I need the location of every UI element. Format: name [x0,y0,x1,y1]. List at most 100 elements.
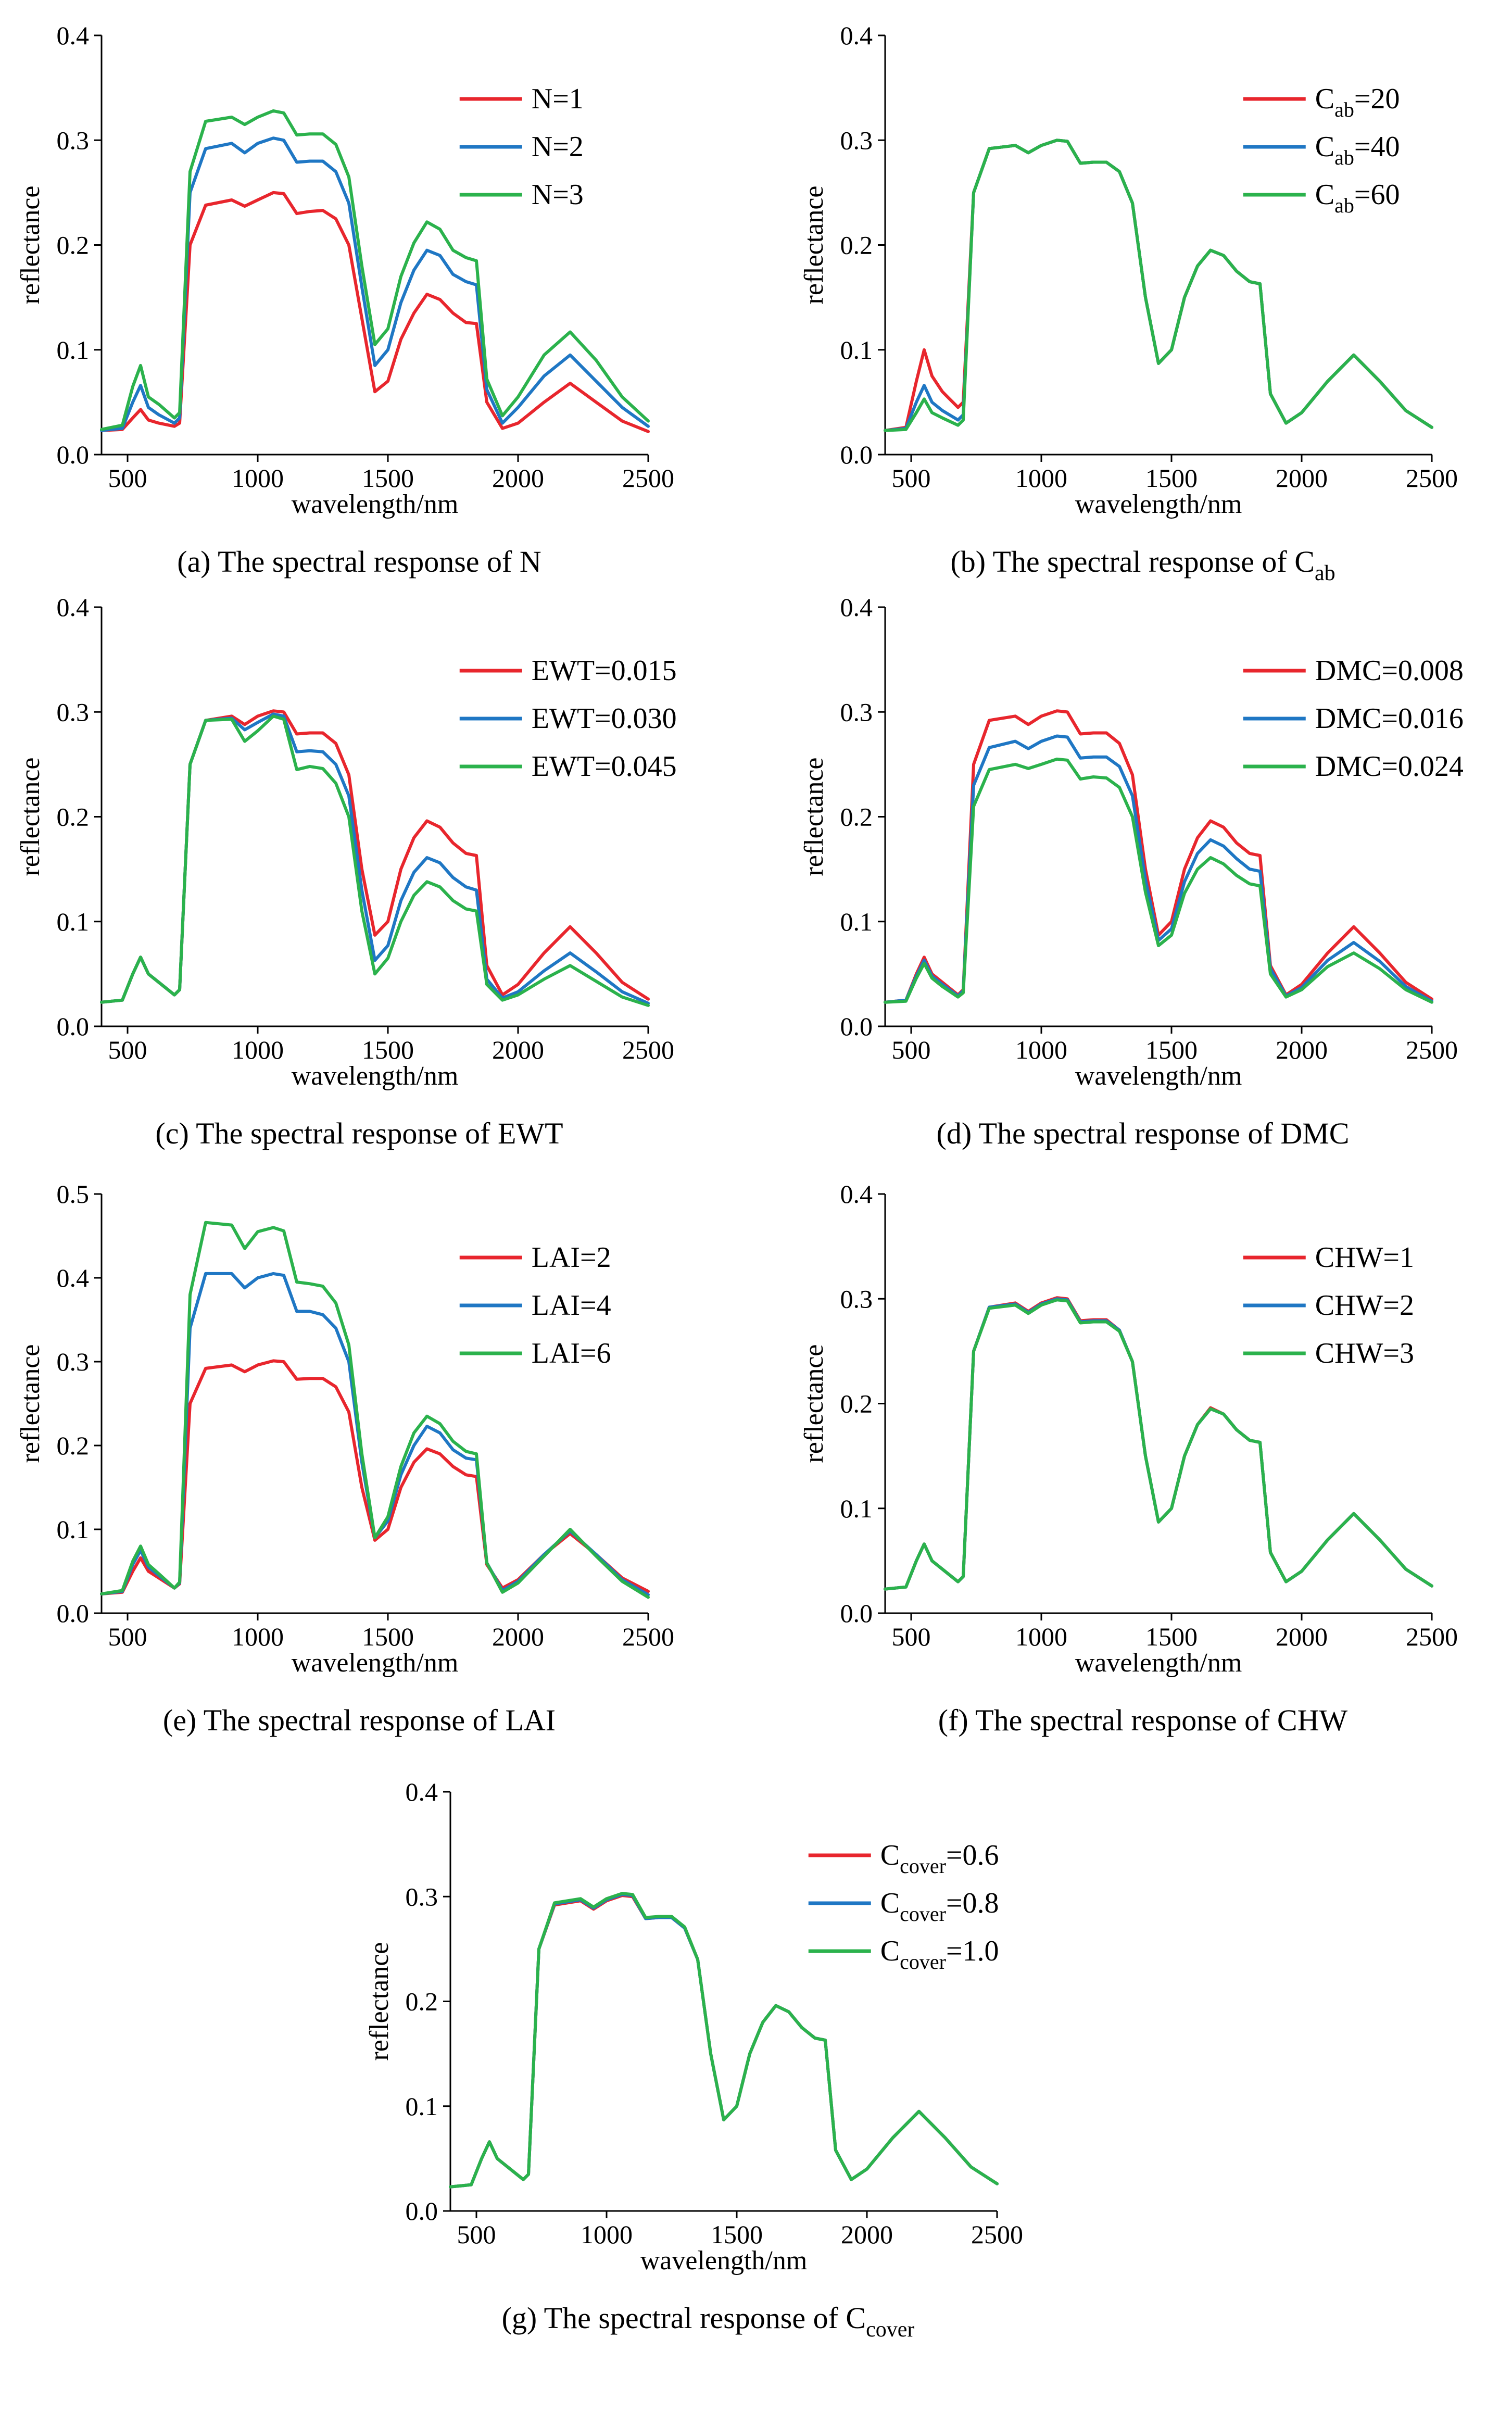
series-line-0 [884,139,1433,432]
legend-label-main: DMC=0.016 [1315,702,1464,735]
legend-label: Ccover=0.6 [880,1839,999,1878]
panel-caption-text: (e) The spectral response of LAI [163,1703,556,1737]
legend-label-main: LAI=6 [532,1337,611,1369]
panel-caption-text: (b) The spectral response of C [950,545,1315,579]
y-axis-label: reflectance [16,757,45,876]
legend-label: Ccover=1.0 [880,1935,999,1974]
legend-label-main: N=3 [532,179,584,211]
x-tick-label: 1000 [1015,1035,1067,1064]
chart-panel-b: 0.0 0.1 0.2 0.3 0.4 500 1000 1500 2000 2500 wavele… [799,21,1458,585]
y-tick-label: 0.5 [57,1179,90,1209]
y-tick-label: 0.0 [840,1599,873,1628]
series-line-2 [100,109,650,431]
panel-caption-sub: cover [866,2318,914,2342]
chart-panel-f: 0.0 0.1 0.2 0.3 0.4 500 1000 1500 2000 2500 wavele… [799,1179,1458,1737]
y-tick-label: 0.3 [840,1284,873,1313]
x-tick-label: 1000 [232,1622,284,1651]
legend-label-main: C [880,1887,900,1919]
y-tick-label: 0.4 [840,21,873,50]
panel-caption: (g) The spectral response of Ccover [502,2301,915,2342]
legend-label: Cab=40 [1315,131,1400,169]
x-tick-label: 2500 [1406,1622,1458,1651]
x-tick-label: 2500 [622,463,674,493]
legend-label-tail: =0.8 [946,1887,999,1919]
legend-label-main: C [880,1839,900,1871]
y-tick-label: 0.0 [840,440,873,469]
y-tick-label: 0.0 [840,1012,873,1041]
legend-label-main: N=2 [532,131,584,163]
panel-caption-text: (g) The spectral response of C [502,2301,866,2335]
x-tick-label: 2000 [841,2220,893,2249]
series-line-1 [100,136,650,432]
x-tick-label: 1500 [362,463,414,493]
legend-label-main: N=1 [532,83,584,115]
y-tick-label: 0.2 [57,802,90,832]
y-tick-label: 0.0 [57,440,90,469]
y-axis-label: reflectance [16,1344,45,1463]
y-tick-label: 0.3 [57,1347,90,1376]
legend-label: CHW=2 [1315,1289,1414,1322]
legend-label: LAI=2 [532,1241,611,1274]
chart-panel-a: 0.0 0.1 0.2 0.3 0.4 500 1000 1500 2000 2500 wavele… [16,21,674,579]
series-line-2 [449,1892,999,2189]
legend-label-sub: cover [900,1950,946,1974]
x-tick-label: 500 [108,463,147,493]
chart-panel-c: 0.0 0.1 0.2 0.3 0.4 500 1000 1500 2000 2500 wavele… [16,593,677,1150]
y-tick-label: 0.1 [840,335,873,365]
x-tick-label: 500 [108,1622,147,1651]
legend-label-tail: =0.6 [946,1839,999,1871]
x-tick-label: 1000 [232,463,284,493]
panel-caption-text: (d) The spectral response of DMC [937,1116,1350,1150]
panel-caption: (d) The spectral response of DMC [937,1116,1350,1150]
legend-label: LAI=6 [532,1337,611,1369]
x-tick-label: 500 [892,1622,931,1651]
x-tick-label: 2000 [492,463,544,493]
chart-panel-d: 0.0 0.1 0.2 0.3 0.4 500 1000 1500 2000 2500 wavele… [799,593,1464,1150]
x-tick-label: 1500 [1145,1035,1198,1064]
series-line-1 [884,139,1433,432]
legend-label-sub: cover [900,1854,946,1878]
y-tick-label: 0.2 [840,1389,873,1418]
legend-label-sub: ab [1334,146,1354,169]
legend-label: CHW=1 [1315,1241,1414,1274]
legend-label-main: DMC=0.008 [1315,655,1464,687]
y-tick-label: 0.2 [840,231,873,260]
x-axis-label: wavelength/nm [292,1648,459,1678]
legend-label: N=1 [532,83,584,115]
x-tick-label: 500 [892,1035,931,1064]
y-tick-label: 0.3 [57,125,90,155]
series-line-1 [449,1893,999,2189]
y-tick-label: 0.4 [840,1179,873,1209]
y-tick-label: 0.4 [57,21,90,50]
legend-label-main: CHW=3 [1315,1337,1414,1369]
legend-label: DMC=0.008 [1315,655,1464,687]
legend-label: EWT=0.030 [532,702,677,735]
legend-label-main: EWT=0.015 [532,655,677,687]
chart-panel-e: 0.0 0.1 0.2 0.3 0.4 0.5 500 1000 1500 2000 2500 wav… [16,1179,674,1737]
y-tick-label: 0.3 [57,697,90,726]
legend-label-main: DMC=0.024 [1315,750,1464,783]
x-tick-label: 1500 [362,1035,414,1064]
legend-label: Ccover=0.8 [880,1887,999,1926]
legend-label-tail: =60 [1354,179,1400,211]
x-axis-label: wavelength/nm [1075,1648,1242,1678]
y-tick-label: 0.4 [406,1777,438,1806]
legend-label: LAI=4 [532,1289,611,1322]
series-line-0 [449,1894,999,2189]
y-tick-label: 0.0 [57,1599,90,1628]
x-tick-label: 1500 [711,2220,763,2249]
panel-caption: (b) The spectral response of Cab [950,545,1335,585]
legend-label-main: LAI=4 [532,1289,611,1322]
legend-label-main: C [880,1935,900,1967]
legend-label: N=3 [532,179,584,211]
x-tick-label: 500 [457,2220,496,2249]
x-axis-label: wavelength/nm [292,489,459,519]
legend-label: EWT=0.045 [532,750,677,783]
y-tick-label: 0.2 [57,231,90,260]
panel-caption: (f) The spectral response of CHW [938,1703,1348,1737]
y-axis-label: reflectance [799,185,829,304]
x-tick-label: 1500 [1145,1622,1198,1651]
series-line-2 [884,1298,1433,1591]
x-tick-label: 2000 [1276,1622,1328,1651]
